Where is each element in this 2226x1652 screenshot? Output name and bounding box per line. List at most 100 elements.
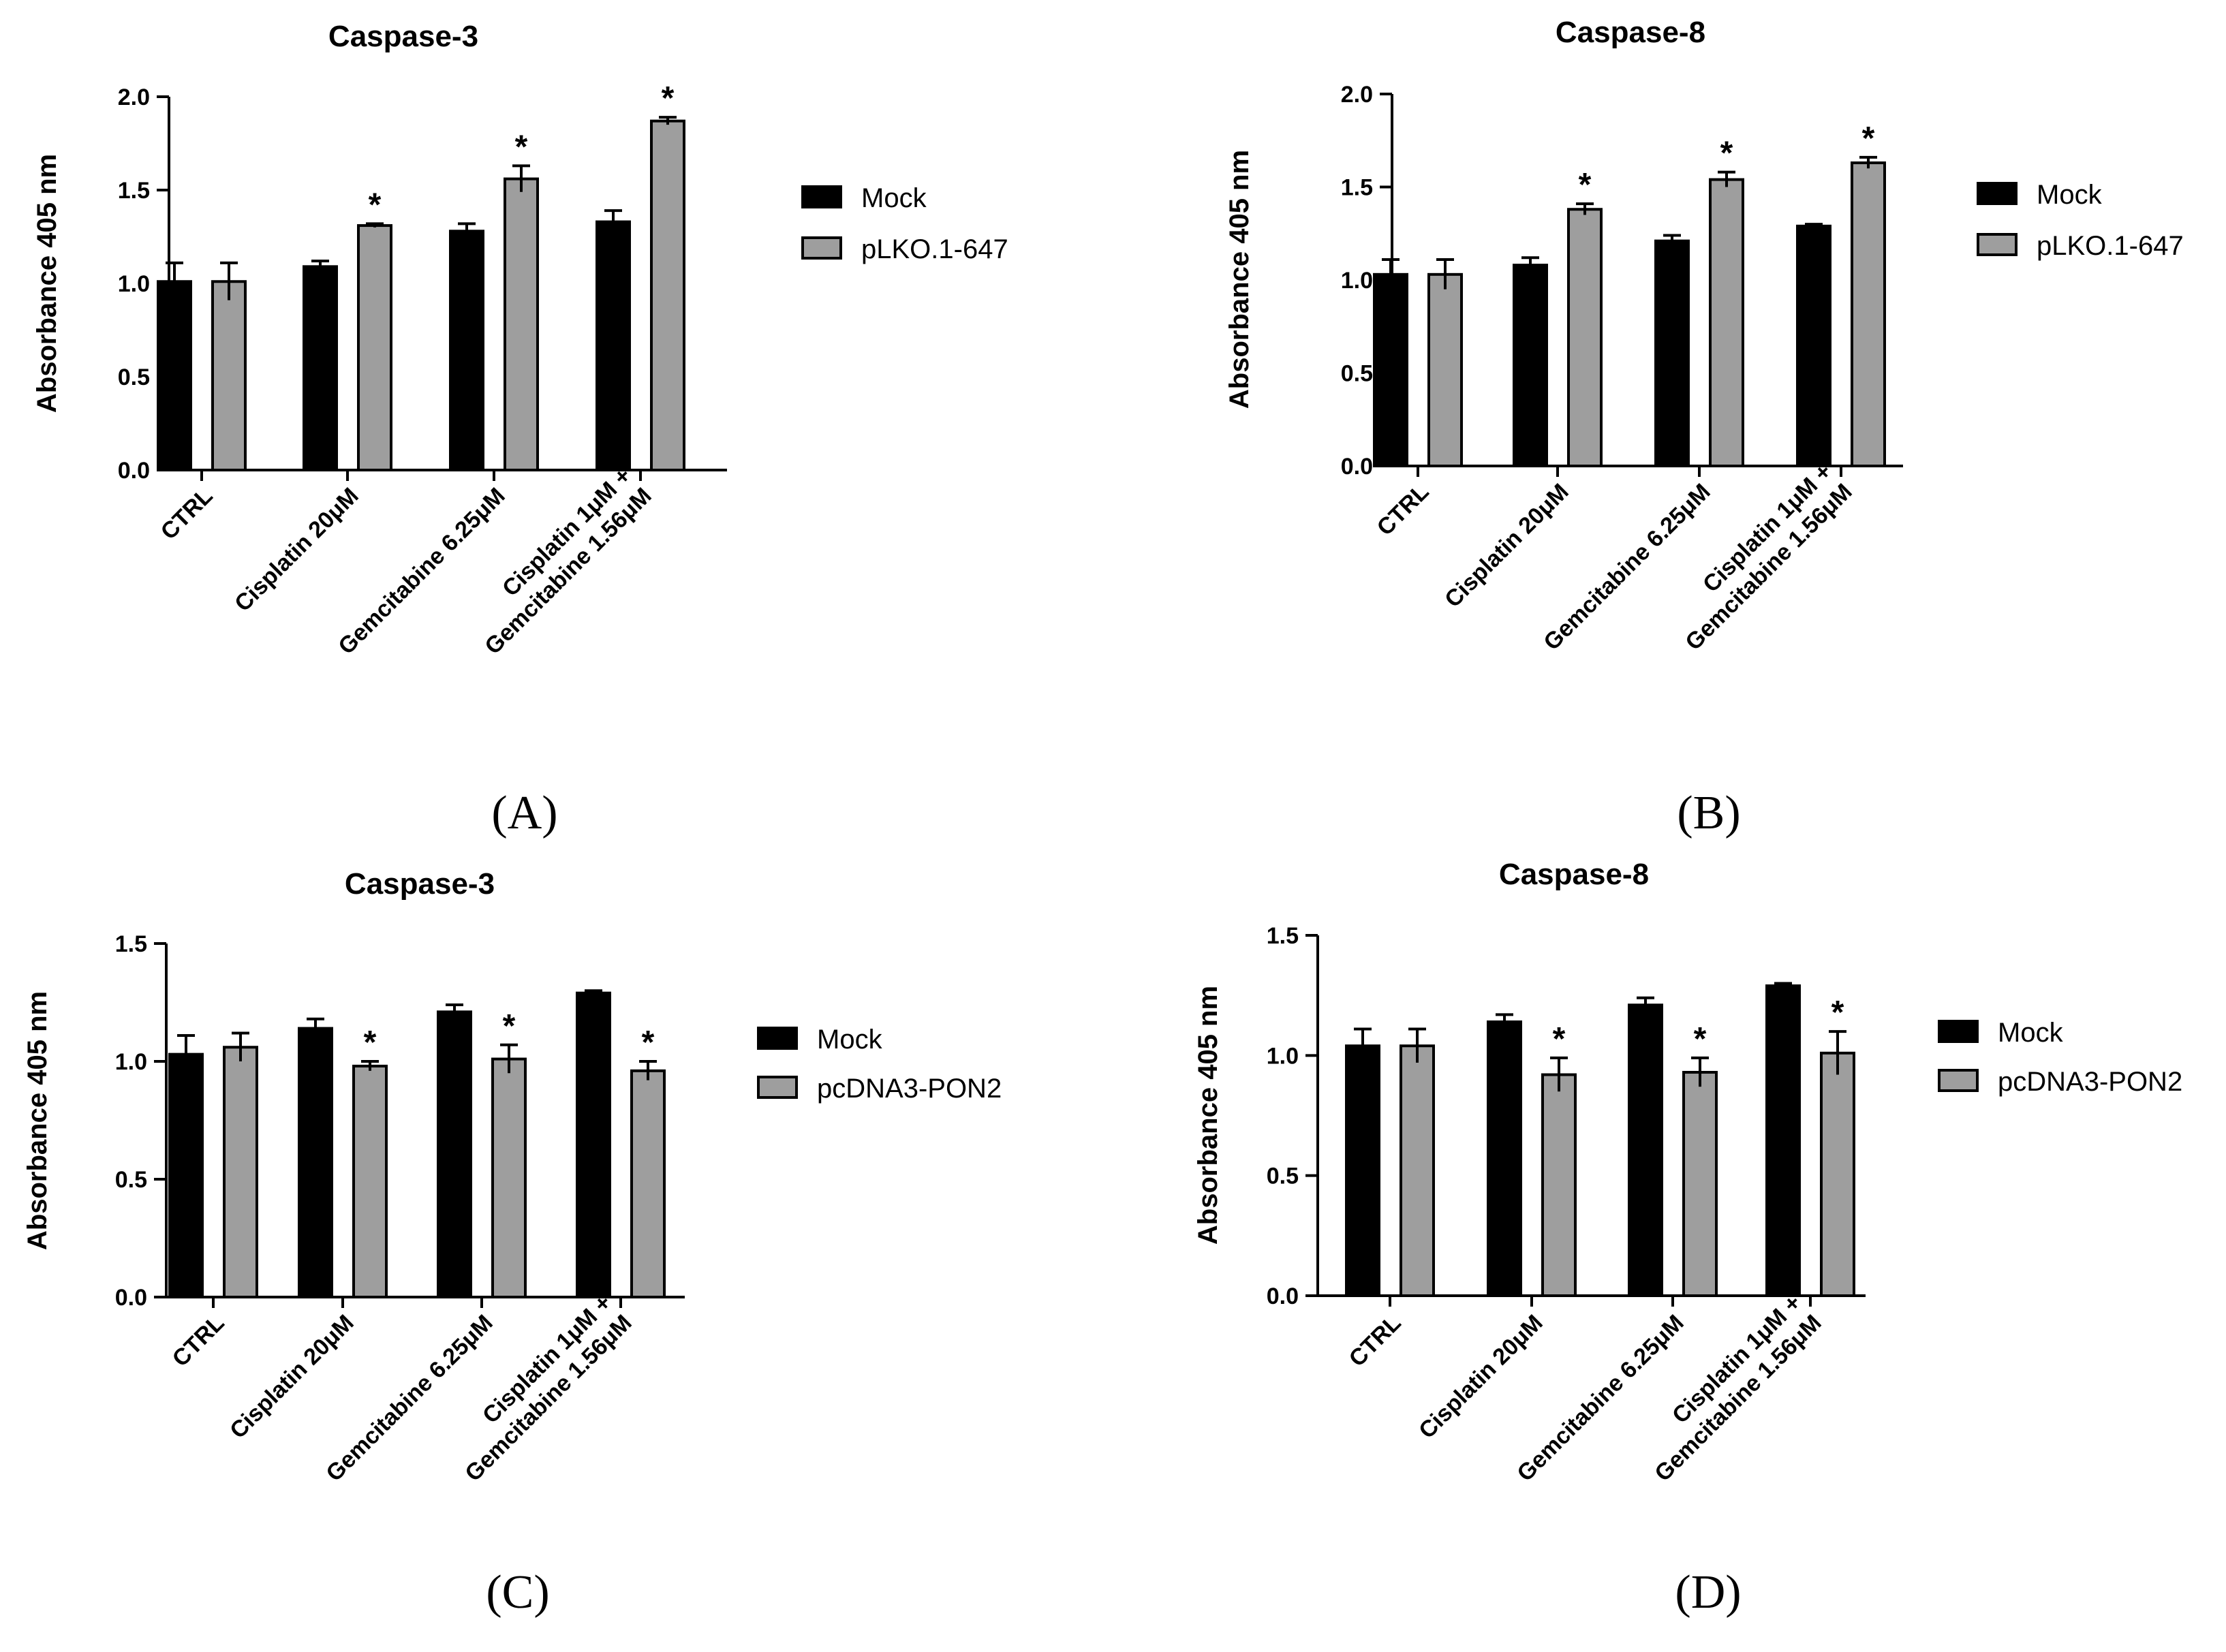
- category-label-line: CTRL: [156, 483, 218, 545]
- bar-mock: [1373, 272, 1408, 467]
- bar-treated: [1541, 1073, 1577, 1297]
- category-label-line: Cisplatin 20μM: [230, 483, 364, 617]
- legend-swatch-treated: [1977, 233, 2018, 256]
- significance-mark: *: [1720, 136, 1733, 172]
- significance-mark: *: [642, 1025, 655, 1061]
- category-label-line: CTRL: [1372, 479, 1434, 541]
- chart-title: Caspase-3: [328, 20, 478, 53]
- legend-label: Mock: [1998, 1018, 2064, 1048]
- chart-title: Caspase-8: [1556, 16, 1705, 49]
- category-label-line: Gemcitabine 1.56μM: [480, 483, 656, 659]
- legend-label: Mock: [861, 183, 927, 213]
- y-tick-label: 1.0: [115, 1049, 147, 1075]
- y-tick-label: 0.0: [1341, 454, 1373, 480]
- bar-mock: [168, 1053, 204, 1298]
- y-tick-label: 1.0: [1341, 268, 1373, 294]
- y-tick-label: 1.0: [1267, 1043, 1299, 1069]
- legend-swatch-treated: [1938, 1069, 1979, 1092]
- y-tick-label: 1.5: [118, 178, 150, 204]
- category-label-line: CTRL: [1344, 1310, 1406, 1372]
- bar-mock: [298, 1027, 333, 1299]
- y-axis-label: Absorbance 405 nm: [22, 991, 52, 1250]
- bar-treated: [352, 1064, 388, 1299]
- bar-mock: [1796, 224, 1831, 467]
- y-axis-label: Absorbance 405 nm: [1193, 986, 1223, 1245]
- significance-mark: *: [515, 129, 528, 165]
- y-tick-label: 2.0: [118, 84, 150, 110]
- y-tick-label: 0.5: [115, 1167, 147, 1193]
- chart-title: Caspase-8: [1499, 858, 1649, 891]
- category-label: CTRL: [168, 1310, 230, 1372]
- legend-swatch-treated: [757, 1076, 798, 1099]
- legend-label: pcDNA3-PON2: [817, 1074, 1002, 1104]
- significance-mark: *: [1579, 167, 1592, 203]
- bar-mock: [1765, 984, 1801, 1298]
- bar-treated: [223, 1046, 258, 1298]
- bar-treated: [504, 177, 539, 471]
- bar-treated: [357, 224, 392, 471]
- chart-title: Caspase-3: [345, 867, 495, 901]
- bar-mock: [1345, 1044, 1380, 1298]
- legend-swatch-mock: [1977, 182, 2018, 205]
- chart-panel-1: Caspase-3 (A) Absorbance 405 nm 0.0 0.5 1.0 1.…: [32, 20, 1008, 839]
- legend-swatch-treated: [801, 236, 842, 260]
- bar-mock: [303, 265, 338, 471]
- category-label: Cisplatin 20μM: [1440, 479, 1574, 613]
- bar-mock: [157, 280, 192, 471]
- bar-treated: [491, 1057, 527, 1299]
- y-tick-label: 1.5: [1341, 175, 1373, 201]
- y-tick-label: 0.5: [1341, 361, 1373, 387]
- chart-panel-4: Caspase-8 (D) Absorbance 405 nm 0.0 0.5 1.0 1.…: [1193, 858, 2182, 1619]
- legend-swatch-mock: [1938, 1020, 1979, 1043]
- legend-label: pLKO.1-647: [861, 234, 1008, 264]
- bar-treated: [1400, 1044, 1435, 1298]
- bar-treated: [650, 119, 685, 471]
- bar-treated: [1709, 178, 1744, 467]
- bar-mock: [596, 220, 631, 471]
- bar-mock: [1513, 264, 1548, 467]
- category-label: Cisplatin 20μM: [1414, 1310, 1548, 1444]
- significance-mark: *: [364, 1025, 377, 1061]
- significance-mark: *: [662, 80, 675, 116]
- y-tick-label: 1.5: [1267, 923, 1299, 949]
- y-tick-label: 0.5: [118, 364, 150, 390]
- category-label-line: Cisplatin 20μM: [1440, 479, 1574, 613]
- category-label-line: Cisplatin 20μM: [1414, 1310, 1548, 1444]
- category-label: Cisplatin 1μM +Gemcitabine 1.56μM: [1630, 1290, 1827, 1486]
- y-tick-label: 2.0: [1341, 82, 1373, 108]
- bar-treated: [1567, 208, 1603, 467]
- category-label-line: Cisplatin 20μM: [225, 1310, 359, 1444]
- bar-mock: [437, 1010, 472, 1298]
- legend-label: Mock: [2037, 180, 2103, 210]
- category-label-line: CTRL: [168, 1310, 230, 1372]
- category-label-line: Gemcitabine 6.25μM: [333, 483, 510, 659]
- bar-treated: [1820, 1051, 1855, 1297]
- category-label: Gemcitabine 6.25μM: [333, 483, 510, 659]
- y-tick-label: 1.5: [115, 931, 147, 957]
- chart-panel-2: Caspase-8 (B) Absorbance 405 nm 0.0 0.5 1.0 1.…: [1224, 16, 2184, 839]
- y-axis-label: Absorbance 405 nm: [32, 154, 62, 413]
- legend-label: pLKO.1-647: [2037, 231, 2184, 261]
- significance-mark: *: [369, 187, 382, 223]
- y-tick-label: 0.5: [1267, 1164, 1299, 1189]
- bar-mock: [576, 991, 611, 1299]
- panel-label: (C): [486, 1566, 549, 1619]
- legend-label: pcDNA3-PON2: [1998, 1067, 2182, 1097]
- category-label: CTRL: [1372, 479, 1434, 541]
- bar-mock: [1628, 1003, 1663, 1297]
- significance-mark: *: [1862, 121, 1875, 157]
- bar-treated: [1851, 161, 1886, 467]
- bar-treated: [211, 280, 247, 471]
- bar-mock: [1654, 239, 1690, 467]
- y-tick-label: 1.0: [118, 271, 150, 297]
- category-label: CTRL: [1344, 1310, 1406, 1372]
- panel-label: (A): [491, 787, 557, 839]
- y-tick-label: 0.0: [115, 1285, 147, 1311]
- y-tick-label: 0.0: [118, 458, 150, 484]
- bar-mock: [449, 230, 484, 471]
- significance-mark: *: [1553, 1021, 1566, 1057]
- bar-treated: [630, 1069, 666, 1298]
- category-label: CTRL: [156, 483, 218, 545]
- chart-panel-3: Caspase-3 (C) Absorbance 405 nm 0.0 0.5 1.0 1.…: [22, 867, 1002, 1619]
